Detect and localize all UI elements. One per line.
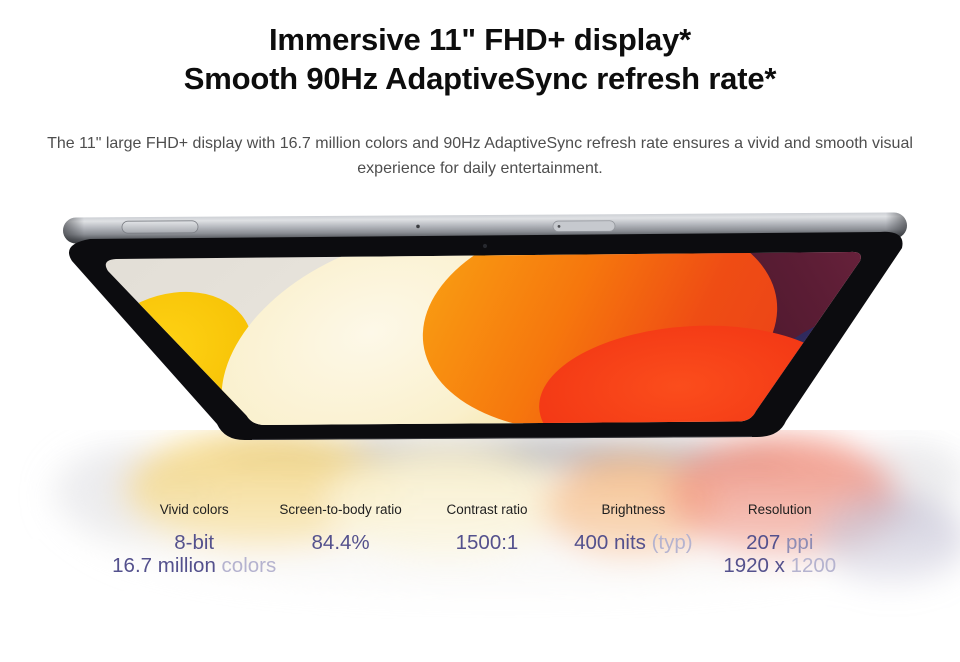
- spec-col-vivid-colors: Vivid colors 8-bit 16.7 million colors: [112, 502, 276, 577]
- spec-col-brightness: Brightness 400 nits (typ): [560, 502, 706, 577]
- page-title: Immersive 11" FHD+ display* Smooth 90Hz …: [0, 20, 960, 98]
- spec-label: Brightness: [601, 502, 666, 517]
- spec-col-screen-to-body-ratio: Screen-to-body ratio 84.4%: [267, 502, 413, 577]
- spec-value-part: 207: [746, 531, 787, 554]
- description-text: The 11" large FHD+ display with 16.7 mil…: [47, 135, 913, 177]
- wallpaper-blob-red: [539, 325, 851, 426]
- front-edge-highlight: [251, 436, 753, 440]
- sim-card-slot: [552, 220, 616, 232]
- spec-value: 400 nits (typ): [574, 531, 693, 554]
- microphone-hole: [416, 224, 420, 229]
- spec-value-part: 1200: [790, 554, 837, 577]
- spec-value: 84.4%: [312, 531, 370, 554]
- spec-value-part: (typ): [651, 531, 693, 554]
- spec-value: 16.7 million colors: [112, 554, 276, 577]
- spec-value: 8-bit: [174, 531, 214, 554]
- spec-col-resolution: Resolution 207 ppi 1920 x 1200: [707, 502, 853, 577]
- spec-row: Vivid colors 8-bit 16.7 million colors S…: [112, 502, 853, 577]
- spec-value: 1500:1: [456, 531, 519, 554]
- spec-value: 207 ppi: [746, 531, 813, 554]
- spec-value-part: 8-bit: [174, 531, 215, 554]
- tablet-reflection: [53, 432, 960, 602]
- sim-eject-hole: [557, 224, 561, 228]
- spec-label: Screen-to-body ratio: [279, 502, 402, 517]
- spec-label: Vivid colors: [159, 502, 229, 517]
- headline-line-1: Immersive 11" FHD+ display*: [269, 22, 691, 57]
- spec-value-part: 1500:1: [455, 531, 519, 554]
- spec-value: 1920 x 1200: [723, 554, 836, 577]
- spec-value-part: ppi: [786, 531, 814, 554]
- spec-value-part: colors: [215, 554, 277, 577]
- headline-line-2: Smooth 90Hz AdaptiveSync refresh rate*: [183, 61, 777, 96]
- spec-value-part: 400 nits: [574, 531, 652, 554]
- spec-value-part: 1920 x: [723, 554, 791, 577]
- front-camera: [482, 243, 488, 249]
- spec-label: Resolution: [747, 502, 812, 517]
- spec-value-part: 16.7 million: [112, 554, 216, 577]
- spec-col-contrast-ratio: Contrast ratio 1500:1: [414, 502, 560, 577]
- power-button: [121, 220, 199, 234]
- spec-label: Contrast ratio: [446, 502, 528, 517]
- spec-value-part: 84.4%: [311, 531, 370, 554]
